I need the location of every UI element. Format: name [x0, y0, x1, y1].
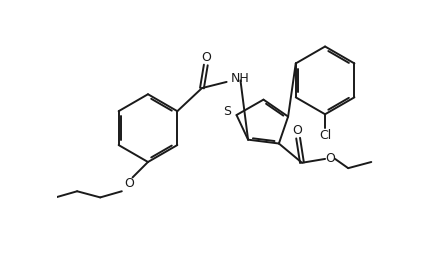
Text: O: O: [124, 177, 134, 190]
Text: Cl: Cl: [319, 129, 331, 141]
Text: O: O: [202, 51, 211, 64]
Text: O: O: [326, 152, 336, 165]
Text: NH: NH: [231, 72, 250, 85]
Text: S: S: [223, 105, 231, 118]
Text: O: O: [293, 124, 302, 137]
